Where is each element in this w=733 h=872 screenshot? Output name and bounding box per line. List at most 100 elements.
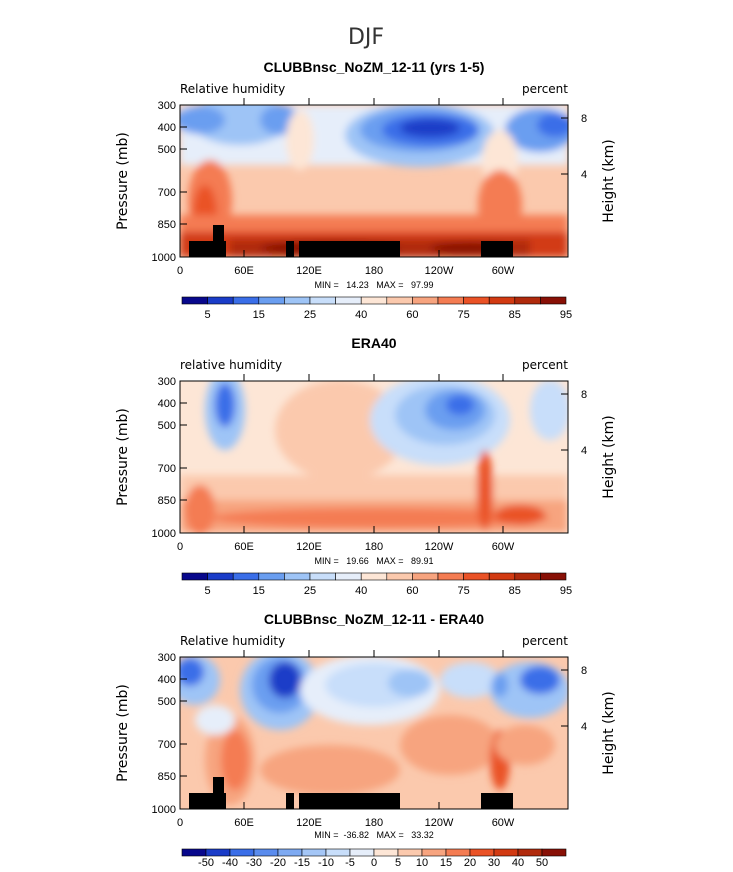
panel-1-left-label: Relative humidity: [180, 82, 285, 96]
colorbar-swatch: [421, 848, 447, 857]
colorbar-swatch: [232, 572, 260, 581]
colorbar-label: 85: [509, 309, 521, 321]
colorbar-swatch: [325, 848, 351, 857]
panel-1-ytick: 1000: [152, 252, 176, 264]
colorbar-label: 15: [253, 585, 265, 597]
panel-3-ytick: 700: [158, 739, 176, 751]
panel-3-ytick: 400: [158, 674, 176, 686]
colorbar-swatch: [437, 296, 464, 305]
colorbar-swatch: [541, 848, 567, 857]
panel-2-stats: MIN = 19.66 MAX = 89.91: [314, 556, 433, 566]
colorbar-swatch: [463, 572, 490, 581]
panel-2-title: ERA40: [351, 335, 396, 351]
panel-3-y2tick: 8: [581, 665, 587, 677]
colorbar-swatch: [540, 296, 567, 305]
figure-title: DJF: [348, 25, 384, 50]
colorbar-swatch: [258, 296, 285, 305]
colorbar-swatch: [488, 296, 516, 305]
colorbar-label: 40: [355, 309, 367, 321]
colorbar-label: 10: [416, 857, 428, 869]
panel-1-ytick: 500: [158, 144, 176, 156]
colorbar-label: 30: [488, 857, 500, 869]
panel-2-xtick: 180: [365, 541, 383, 553]
colorbar-swatch: [463, 296, 490, 305]
colorbar-swatch: [386, 296, 413, 305]
panel-3-field: [180, 657, 568, 809]
panel-3-colorbar: [181, 848, 567, 857]
panel-1-ytick: 700: [158, 187, 176, 199]
colorbar-swatch: [373, 848, 399, 857]
colorbar-label: -30: [246, 857, 262, 869]
colorbar-swatch: [488, 572, 516, 581]
panel-2-xtick: 0: [177, 541, 183, 553]
panel-2-field: [180, 381, 568, 533]
panel-3-xtick: 180: [365, 817, 383, 829]
colorbar-label: 85: [509, 585, 521, 597]
colorbar-label: 15: [440, 857, 452, 869]
colorbar-swatch: [205, 848, 231, 857]
colorbar-swatch: [386, 572, 413, 581]
colorbar-swatch: [360, 296, 388, 305]
panel-1-colorbar: [181, 296, 567, 305]
colorbar-swatch: [309, 296, 336, 305]
panel-3-title: CLUBBnsc_NoZM_12-11 - ERA40: [264, 611, 484, 627]
panel-2-xtick: 60E: [234, 541, 254, 553]
colorbar-label: 5: [205, 309, 211, 321]
colorbar-label: -40: [222, 857, 238, 869]
colorbar-swatch: [493, 848, 519, 857]
colorbar-label: -50: [198, 857, 214, 869]
panel-1-ylabel: Pressure (mb): [115, 132, 131, 230]
panel-3-ytick: 500: [158, 696, 176, 708]
colorbar-swatch: [181, 572, 208, 581]
colorbar-label: 95: [560, 309, 572, 321]
panel-2-ytick: 300: [158, 376, 176, 388]
colorbar-label: 95: [560, 585, 572, 597]
colorbar-label: 0: [371, 857, 377, 869]
panel-3-ytick: 1000: [152, 804, 176, 816]
panel-3-ytick: 300: [158, 652, 176, 664]
panel-1-title: CLUBBnsc_NoZM_12-11 (yrs 1-5): [264, 59, 485, 75]
colorbar-label: 75: [457, 309, 469, 321]
panel-3-right-label: percent: [522, 634, 568, 648]
colorbar-swatch: [335, 572, 362, 581]
colorbar-label: 40: [512, 857, 524, 869]
panel-2-ytick: 500: [158, 420, 176, 432]
panel-3-xtick: 120E: [296, 817, 322, 829]
panel-1-ytick: 300: [158, 100, 176, 112]
panel-3-ylabel: Pressure (mb): [115, 684, 131, 782]
panel-3-y2tick: 4: [581, 721, 587, 733]
colorbar-label: 60: [406, 309, 418, 321]
panel-1: CLUBBnsc_NoZM_12-11 (yrs 1-5) Relative h…: [115, 59, 617, 321]
panel-3-xtick: 0: [177, 817, 183, 829]
panel-3-left-label: Relative humidity: [180, 634, 285, 648]
colorbar-label: 15: [253, 309, 265, 321]
panel-2-colorbar: [181, 572, 567, 581]
colorbar-swatch: [412, 572, 439, 581]
panel-2-ytick: 850: [158, 495, 176, 507]
colorbar-swatch: [207, 296, 234, 305]
colorbar-label: -20: [270, 857, 286, 869]
colorbar-swatch: [277, 848, 303, 857]
panel-1-y2tick: 4: [581, 169, 587, 181]
colorbar-swatch: [540, 572, 567, 581]
colorbar-swatch: [397, 848, 423, 857]
panel-3-topography: [189, 777, 513, 809]
panel-3-ticks: [180, 650, 568, 810]
colorbar-label: 40: [355, 585, 367, 597]
colorbar-swatch: [207, 572, 234, 581]
colorbar-swatch: [232, 296, 260, 305]
panel-2: ERA40 relative humidity percent: [115, 335, 617, 597]
panel-2-left-label: relative humidity: [180, 358, 282, 372]
colorbar-label: 5: [395, 857, 401, 869]
colorbar-swatch: [181, 848, 207, 857]
panel-2-ylabel: Pressure (mb): [115, 408, 131, 506]
colorbar-swatch: [349, 848, 375, 857]
panel-1-colorbar-labels: 5 15 25 40 60 75 85 95: [205, 309, 573, 321]
panel-2-y2tick: 8: [581, 389, 587, 401]
colorbar-swatch: [229, 848, 255, 857]
panel-2-ytick: 400: [158, 398, 176, 410]
panel-3-xtick: 120W: [425, 817, 454, 829]
colorbar-label: -5: [345, 857, 355, 869]
panel-3-stats: MIN = -36.82 MAX = 33.32: [314, 830, 434, 840]
panel-3-colorbar-labels: -50 -40 -30 -20 -15 -10 -5 0 5 10 15 20 30 40 50: [198, 857, 548, 869]
